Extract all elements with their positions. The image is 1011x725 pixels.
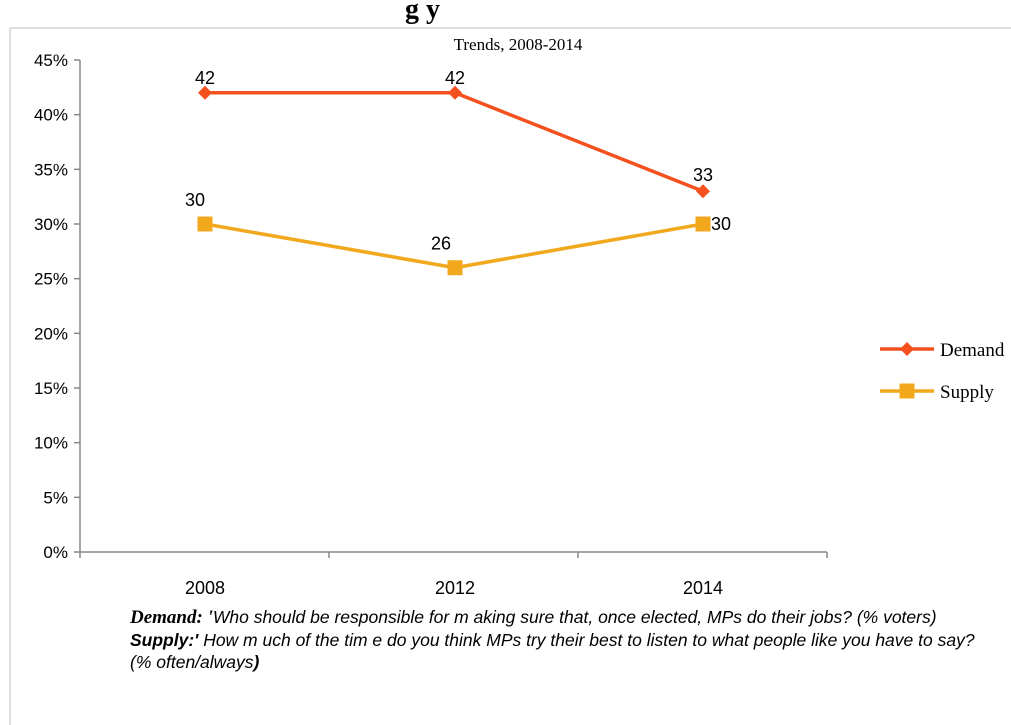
y-tick-label: 0% <box>43 543 68 562</box>
data-label-supply: 30 <box>711 214 731 234</box>
supply-note-term: Supply:' <box>130 630 199 650</box>
y-tick-label: 5% <box>43 488 68 507</box>
supply-note-close: ) <box>253 652 260 672</box>
legend-marker-demand <box>900 342 914 356</box>
data-label-demand: 33 <box>693 165 713 185</box>
supply-note-text: How m uch of the tim e do you think MPs … <box>130 630 975 672</box>
data-label-supply: 30 <box>185 190 205 210</box>
legend-marker-supply <box>899 383 915 399</box>
y-tick-label: 25% <box>34 270 68 289</box>
series-layer: 42 42 33 30 26 30 <box>185 68 731 276</box>
legend-label-demand: Demand <box>940 340 1005 361</box>
data-point-demand <box>696 184 710 199</box>
x-tick-label: 2014 <box>683 578 723 598</box>
data-point-supply <box>447 260 463 276</box>
demand-note: Demand: 'Who should be responsible for m… <box>130 606 990 629</box>
data-point-supply <box>197 216 213 232</box>
x-tick-label: 2012 <box>435 578 475 598</box>
legend: Demand Supply <box>880 340 1005 403</box>
demand-note-text: Who should be responsible for m aking su… <box>212 607 937 627</box>
partial-heading: g y <box>405 0 440 25</box>
data-point-supply <box>695 216 711 232</box>
y-tick-label: 40% <box>34 106 68 125</box>
y-tick-label: 10% <box>34 434 68 453</box>
data-label-demand: 42 <box>195 68 215 88</box>
y-axis-ticks: 0% 5% 10% 15% 20% 25% 30% 35% 40% 45% <box>34 51 80 562</box>
y-tick-label: 20% <box>34 324 68 343</box>
x-axis-ticks: 2008 2012 2014 <box>79 552 828 598</box>
y-tick-label: 35% <box>34 160 68 179</box>
y-tick-label: 45% <box>34 51 68 70</box>
y-tick-label: 15% <box>34 379 68 398</box>
data-point-demand <box>448 85 462 100</box>
data-label-supply: 26 <box>431 234 451 254</box>
legend-label-supply: Supply <box>940 382 994 403</box>
y-tick-label: 30% <box>34 215 68 234</box>
data-point-demand <box>198 85 212 100</box>
data-label-demand: 42 <box>445 68 465 88</box>
chart-notes: Demand: 'Who should be responsible for m… <box>130 606 990 673</box>
chart-title: Trends, 2008-2014 <box>454 35 583 54</box>
supply-note: Supply:' How m uch of the tim e do you t… <box>130 629 990 673</box>
demand-note-term: Demand: ' <box>130 607 213 628</box>
series-line-demand <box>205 91 704 193</box>
x-tick-label: 2008 <box>185 578 225 598</box>
